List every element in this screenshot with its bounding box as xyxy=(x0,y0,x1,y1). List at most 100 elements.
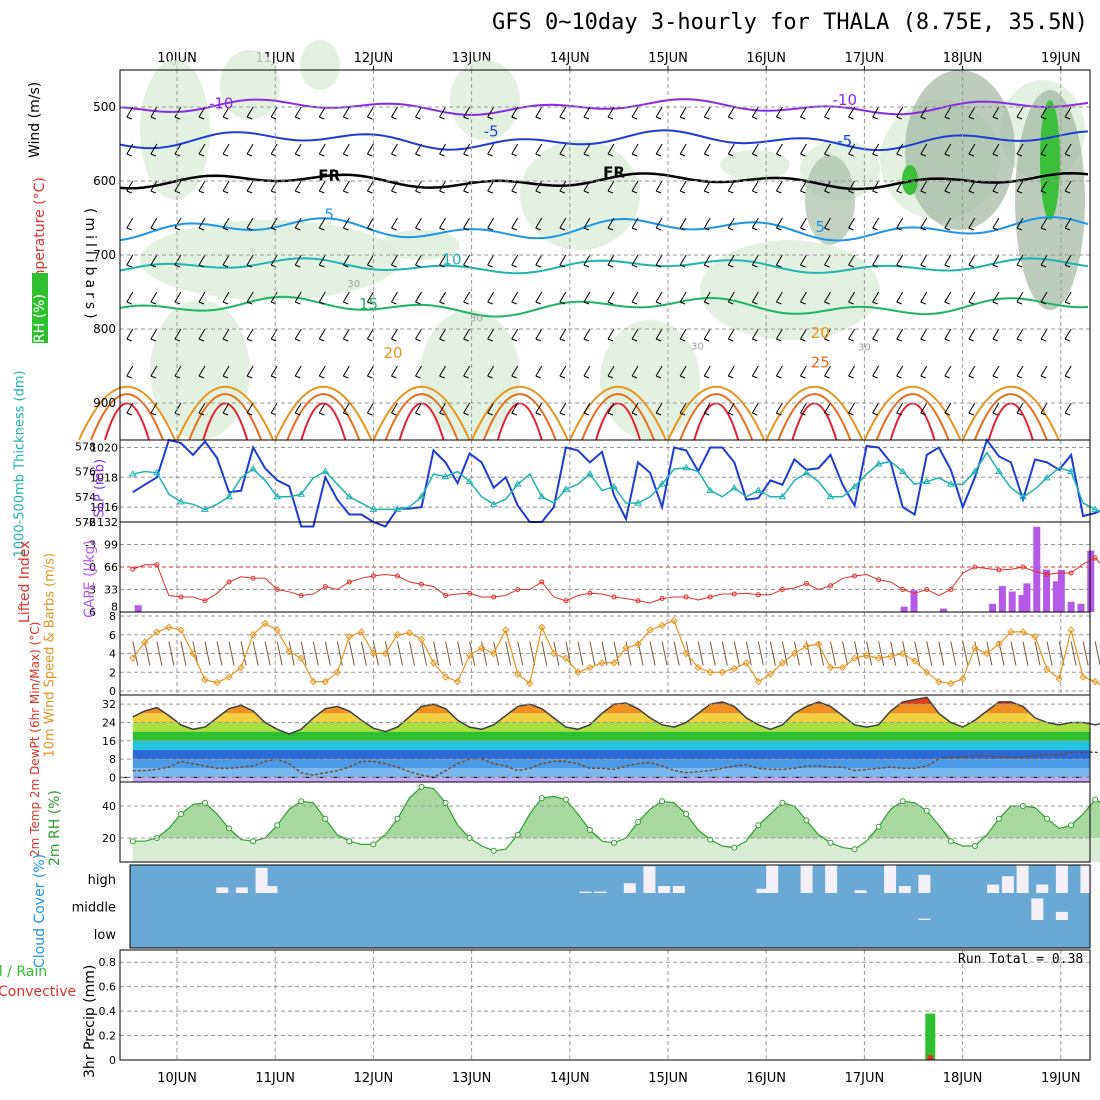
lifted-index-marker xyxy=(491,594,497,600)
wind-barb xyxy=(366,180,374,192)
lifted-index-marker xyxy=(828,583,834,589)
wind-barb xyxy=(944,365,952,377)
cape-bar xyxy=(910,590,918,612)
wind-barb xyxy=(1016,264,1023,268)
wind-barb xyxy=(511,180,519,192)
wind-barb xyxy=(222,217,230,229)
wind-barb xyxy=(703,291,711,303)
cloud-high-bar xyxy=(918,874,931,893)
wind-barb xyxy=(343,190,349,194)
wind-barb xyxy=(992,338,999,342)
upper-air-ytick: 500 xyxy=(93,100,116,114)
wind-barb xyxy=(174,328,182,340)
diurnal-isotherm xyxy=(595,402,641,441)
wind-barb xyxy=(583,227,590,231)
wind-barb xyxy=(246,365,254,377)
wind-barb xyxy=(246,291,254,303)
thickness-marker xyxy=(345,492,354,500)
rh2m-marker xyxy=(538,795,545,801)
wind10m-marker xyxy=(309,677,317,686)
isotherm-line xyxy=(119,98,1089,117)
wind-barb xyxy=(944,227,951,231)
wind-barb xyxy=(487,227,493,231)
date-label-bottom: 13JUN xyxy=(452,1071,492,1086)
wind-barb xyxy=(583,116,590,120)
wind-barb xyxy=(463,106,471,118)
wind10m-marker xyxy=(489,649,498,658)
rh2m-marker xyxy=(322,815,329,822)
wind10m-barb xyxy=(1034,641,1041,666)
precip-ytick: 0.8 xyxy=(99,956,117,969)
thickness-marker xyxy=(1019,492,1027,500)
temp-band xyxy=(132,697,1090,705)
wind-barb xyxy=(679,375,686,379)
wind-barb xyxy=(968,338,975,342)
cloud-high-bar xyxy=(854,890,867,893)
wind-barb xyxy=(319,338,325,342)
wind-barb xyxy=(631,365,639,377)
wind-barb xyxy=(415,301,421,305)
upper-air-ylabel-temp: Temperature (°C) xyxy=(32,177,48,298)
cloud-high-bar xyxy=(216,887,229,893)
wind-barb xyxy=(222,338,229,342)
wind-barb xyxy=(607,412,614,416)
wind-barb xyxy=(366,291,374,303)
wind-barb xyxy=(415,190,421,194)
wind-barb xyxy=(944,106,952,118)
wind10m-barb xyxy=(577,641,584,666)
lifted-index-marker xyxy=(274,587,280,592)
wind-barb xyxy=(848,217,856,229)
diurnal-isotherm xyxy=(300,402,347,441)
lifted-index-marker xyxy=(154,562,160,568)
wind-barb xyxy=(343,412,349,416)
wind-barb xyxy=(631,402,639,414)
wind-barb xyxy=(295,153,301,157)
wind-barb xyxy=(800,227,806,231)
wind-barb xyxy=(439,338,445,342)
wind-barb xyxy=(607,328,615,340)
wind-barb xyxy=(968,227,975,231)
wind-barb xyxy=(896,402,904,414)
thickness-marker xyxy=(489,500,498,507)
wind-barb xyxy=(198,301,205,305)
rh2m-marker xyxy=(827,839,834,846)
wind-barb xyxy=(1064,153,1071,157)
wind-barb xyxy=(150,412,157,416)
isotherm-line xyxy=(119,257,1089,275)
wind10m-barb xyxy=(517,641,524,666)
wind-barb xyxy=(295,116,301,120)
li-ytick: 0 xyxy=(89,561,96,574)
wind-barb xyxy=(992,328,1000,340)
wind-barb xyxy=(174,254,182,266)
wind10m-barb xyxy=(1070,641,1077,666)
wind10m-barb xyxy=(830,641,837,666)
wind-barb xyxy=(655,106,663,118)
wind-barb xyxy=(559,338,566,342)
lifted-index-marker xyxy=(539,579,545,585)
wind-barb xyxy=(511,143,519,155)
wind-barb xyxy=(968,301,975,305)
thickness-marker xyxy=(393,505,402,512)
cape-bar xyxy=(989,603,997,612)
wind-barb xyxy=(246,328,254,340)
wind10m-marker xyxy=(1007,628,1015,636)
wind10m-barb xyxy=(878,641,885,666)
temp2m-ytick: 0 xyxy=(109,771,116,784)
wind-barb xyxy=(848,264,854,268)
wind-barb xyxy=(679,227,686,231)
wind-barb xyxy=(848,328,856,340)
wind-barb xyxy=(222,190,229,194)
cloud-middle-bar xyxy=(1055,911,1068,920)
wind-barb xyxy=(222,227,229,231)
wind-barb xyxy=(751,254,759,266)
wind-barb xyxy=(1016,254,1024,266)
wind10m-marker xyxy=(826,663,835,672)
diurnal-isotherm xyxy=(667,385,766,441)
wind-barb xyxy=(415,227,421,231)
thickness-marker xyxy=(417,492,426,500)
wind-barb xyxy=(1040,106,1048,118)
wind-barb xyxy=(126,227,132,231)
wind-barb xyxy=(439,106,447,118)
wind-barb xyxy=(896,190,902,194)
